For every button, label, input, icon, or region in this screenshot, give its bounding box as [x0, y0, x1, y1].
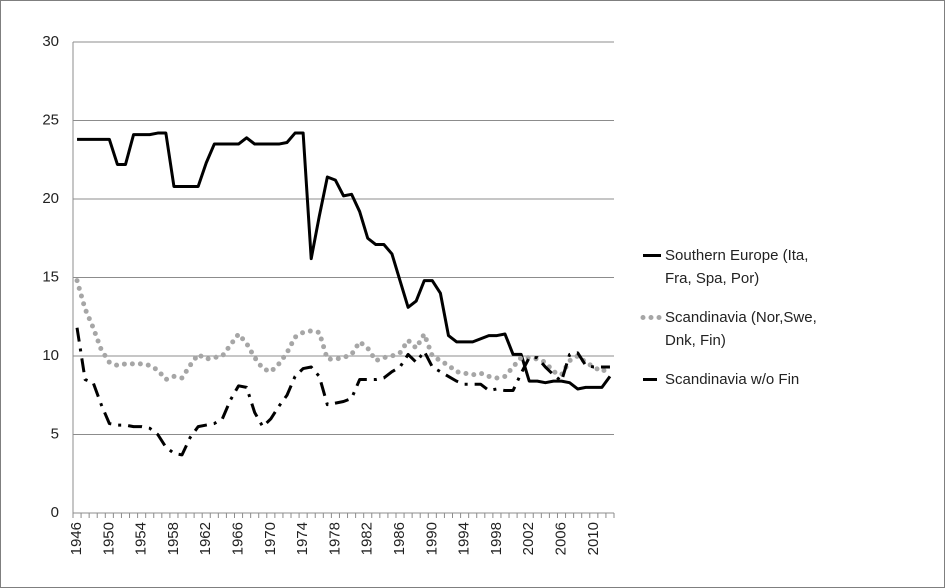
x-tick-label: 1994 [456, 522, 473, 555]
y-tick-label: 30 [42, 33, 59, 50]
x-tick-label: 2006 [552, 522, 569, 555]
x-tick-label: 1950 [100, 522, 117, 555]
y-tick-label: 0 [51, 504, 59, 521]
y-tick-label: 20 [42, 190, 59, 207]
y-tick-label: 25 [42, 111, 59, 128]
x-tick-label: 1974 [294, 522, 311, 555]
x-tick-label: 1978 [326, 522, 343, 555]
x-tick-label: 1990 [423, 522, 440, 555]
x-tick-label: 1986 [391, 522, 408, 555]
x-tick-label: 1982 [359, 522, 376, 555]
legend-label: Scandinavia (Nor,Swe, Dnk, Fin) [665, 309, 817, 349]
y-tick-label: 15 [42, 268, 59, 285]
x-tick-label: 1954 [133, 522, 150, 555]
x-tick-label: 1962 [197, 522, 214, 555]
series-line [74, 278, 613, 383]
y-tick-label: 5 [51, 425, 59, 442]
legend-label: Scandinavia w/o Fin [665, 371, 800, 388]
x-tick-label: 2010 [585, 522, 602, 555]
series-line [75, 327, 610, 457]
series-line [77, 131, 612, 391]
x-tick-label: 1966 [229, 522, 246, 555]
x-tick-label: 1958 [165, 522, 182, 555]
x-tick-label: 1970 [262, 522, 279, 555]
x-tick-label: 1998 [488, 522, 505, 555]
x-tick-label: 2002 [520, 522, 537, 555]
y-tick-label: 10 [42, 347, 59, 364]
x-tick-label: 1946 [68, 522, 85, 555]
legend-label: Southern Europe (Ita, Fra, Spa, Por) [665, 247, 809, 287]
